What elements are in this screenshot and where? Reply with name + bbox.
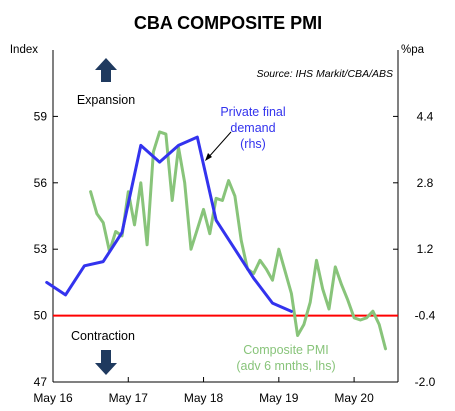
right-tick-label: 2.8 <box>417 176 434 190</box>
pmi-label-line1: Composite PMI <box>243 343 328 357</box>
pmi-label-line2: (adv 6 mnths, lhs) <box>236 359 335 373</box>
x-tick-label: May 17 <box>109 391 149 405</box>
left-axis-unit: Index <box>10 44 38 56</box>
series-layer <box>45 130 387 351</box>
right-tick-label: -2.0 <box>415 375 436 389</box>
right-tick-label: -0.4 <box>415 309 436 323</box>
private-label-line3: (rhs) <box>240 137 266 151</box>
expansion-arrow-icon <box>95 58 117 82</box>
x-tick-label: May 20 <box>334 391 374 405</box>
chart-title: CBA COMPOSITE PMI <box>134 13 322 33</box>
contraction-arrow-icon <box>95 350 117 375</box>
x-tick-label: May 18 <box>184 391 224 405</box>
left-tick-label: 53 <box>34 242 48 256</box>
private-final-demand-line <box>45 135 293 313</box>
private-label-line2: demand <box>230 121 275 135</box>
left-tick-label: 47 <box>34 375 48 389</box>
source-note: Source: IHS Markit/CBA/ABS <box>256 68 393 80</box>
expansion-label: Expansion <box>77 93 135 107</box>
right-tick-label: 4.4 <box>417 109 434 123</box>
private-label-arrow <box>205 131 232 161</box>
x-tick-label: May 16 <box>33 391 73 405</box>
axes-layer: 47 50 53 56 59 -2.0 -0.4 1.2 2.8 4.4 May 16 May 17 M… <box>33 50 436 405</box>
right-axis-unit: %pa <box>401 44 425 56</box>
contraction-label: Contraction <box>71 329 135 343</box>
left-tick-label: 56 <box>34 176 48 190</box>
composite-pmi-line <box>89 130 387 351</box>
left-tick-label: 59 <box>34 109 48 123</box>
private-label-line1: Private final <box>220 105 285 119</box>
right-tick-label: 1.2 <box>417 242 434 256</box>
left-tick-label: 50 <box>34 309 48 323</box>
x-tick-label: May 19 <box>259 391 299 405</box>
